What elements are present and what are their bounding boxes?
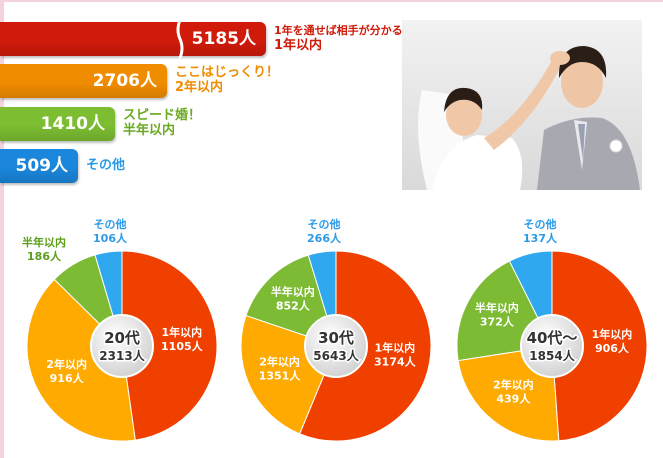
center-title: 20代 [104, 329, 140, 347]
left-border [0, 0, 4, 458]
bar-value: 2706人 [92, 71, 157, 91]
bar-4: 509人 [0, 149, 78, 183]
bar-label-line2: 半年以内 [123, 123, 176, 138]
slice-1 [121, 250, 218, 441]
bar-2: 2706人 [0, 64, 167, 98]
bar-label-line2: 2年以内 [175, 80, 224, 95]
donut-center [304, 314, 368, 378]
slice-value-label: 186人 [27, 249, 62, 263]
slice-label: 1年以内 [162, 325, 203, 339]
slice-value-label: 439人 [496, 391, 531, 405]
bar-value: 509人 [15, 156, 69, 176]
bar-label-line1: 1年を通せば相手が分かる！ [274, 24, 414, 37]
slice-label: 半年以内 [271, 285, 315, 299]
bar-label-line2: 1年以内 [274, 38, 323, 53]
bar-label: 1年を通せば相手が分かる！ 1年以内 [274, 23, 414, 53]
bar-label: その他 [86, 158, 125, 173]
slice-value-label: 1351人 [259, 369, 302, 383]
center-total: 1854人 [529, 348, 575, 363]
slice-label: 半年以内 [22, 235, 66, 249]
slice-value-label: 137人 [523, 231, 558, 245]
slice-2 [26, 278, 136, 442]
top-border [4, 0, 663, 2]
bar-label: ここはじっくり！ 2年以内 [175, 65, 279, 95]
bar-label-line1: ここはじっくり！ [175, 65, 280, 80]
slice-value-label: 3174人 [374, 355, 417, 369]
slice-value-label: 106人 [93, 231, 128, 245]
bar-value: 5185人 [191, 29, 256, 49]
bar-1: 5185人 [0, 22, 266, 56]
bar-value: 1410人 [40, 114, 105, 134]
bar-label-line1: スピード婚！ [123, 108, 202, 123]
slice-label: その他 [308, 217, 341, 231]
slice-label: その他 [524, 217, 557, 231]
wedding-photo [402, 20, 642, 190]
center-total: 2313人 [99, 348, 145, 363]
bar-3: 1410人 [0, 107, 115, 141]
donut-center [90, 314, 154, 378]
axis-break-mark [176, 19, 184, 59]
slice-value-label: 906人 [595, 341, 630, 355]
slice-value-label: 266人 [307, 231, 342, 245]
donut-center [520, 314, 584, 378]
center-title: 40代〜 [527, 329, 578, 347]
center-title: 30代 [318, 329, 354, 347]
bar-label: スピード婚！ 半年以内 [123, 108, 201, 138]
slice-1 [551, 250, 648, 442]
slice-label: 2年以内 [259, 355, 300, 369]
slice-value-label: 1105人 [161, 339, 204, 353]
bar-label-line1: その他 [86, 158, 126, 173]
slice-label: 2年以内 [493, 377, 534, 391]
slice-value-label: 916人 [50, 371, 85, 385]
slice-label: その他 [94, 217, 127, 231]
slice-label: 1年以内 [592, 327, 633, 341]
slice-label: 2年以内 [46, 357, 87, 371]
center-total: 5643人 [313, 348, 359, 363]
slice-label: 半年以内 [475, 301, 519, 315]
slice-value-label: 852人 [276, 299, 311, 313]
slice-value-label: 372人 [480, 315, 515, 329]
slice-label: 1年以内 [375, 341, 416, 355]
